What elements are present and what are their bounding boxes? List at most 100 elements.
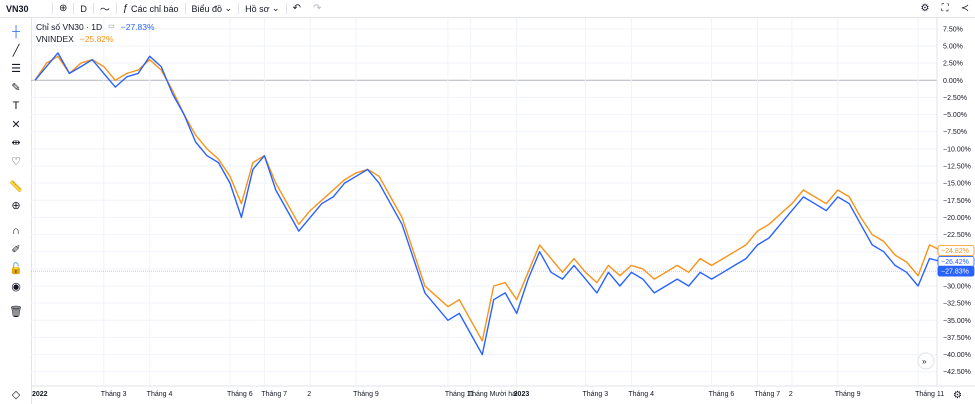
x-tick-label: Tháng 6 bbox=[227, 391, 253, 398]
x-tick-label: Tháng 11 bbox=[915, 391, 944, 398]
zoom-icon[interactable]: ⊕ bbox=[11, 200, 21, 212]
y-tick-label: −32.50% bbox=[943, 301, 971, 308]
legend-compare-name: VNINDEX bbox=[36, 34, 74, 44]
gear-icon[interactable]: ⚙ bbox=[953, 390, 962, 401]
legend-menu-icon[interactable]: ▭ bbox=[108, 23, 115, 30]
interval-button[interactable]: D bbox=[74, 0, 93, 17]
lock-icon[interactable]: 🔓 bbox=[9, 263, 23, 275]
profile-menu-button[interactable]: Hồ sơ ⌄ bbox=[239, 0, 285, 17]
drawing-toolbar: ┼ ╱ ☰ ✎ T ✕ ⇹ ♡ 📏 ⊕ ∩ ✐ 🔓 ◉ 🗑 ◇ bbox=[0, 18, 32, 404]
symbol-label: VN30 bbox=[6, 3, 29, 14]
profile-label: Hồ sơ bbox=[245, 3, 270, 14]
y-tick-label: −20.00% bbox=[943, 215, 971, 222]
compare-button[interactable]: ⊕ bbox=[53, 0, 73, 17]
scroll-right-icon[interactable]: » bbox=[922, 357, 927, 366]
x-tick-label: Tháng 11 bbox=[445, 391, 474, 398]
legend-row-main[interactable]: Chỉ số VN30 · 1D ▭ −27.83% bbox=[36, 21, 155, 33]
y-tick-label: −12.50% bbox=[943, 164, 971, 171]
divider bbox=[92, 3, 94, 14]
x-tick-label: 2 bbox=[307, 391, 311, 398]
x-tick-label: Tháng 9 bbox=[835, 391, 861, 398]
symbol-search-button[interactable]: VN30 bbox=[0, 0, 52, 17]
divider bbox=[115, 3, 117, 14]
y-tick-label: −17.50% bbox=[943, 198, 971, 205]
x-tick-label: Tháng 3 bbox=[101, 391, 127, 398]
price-chart[interactable]: 7.50% 5.00% 2.50% 0.00% −2.50% −5.00% −7.50% −1… bbox=[31, 18, 975, 404]
y-tick-label: −10.00% bbox=[943, 146, 971, 153]
trendline-icon[interactable]: ╱ bbox=[12, 45, 20, 57]
fib-icon[interactable]: ☰ bbox=[11, 63, 21, 75]
indicators-icon: ƒ bbox=[122, 3, 129, 14]
divider bbox=[73, 3, 75, 14]
y-tick-label: −35.00% bbox=[943, 318, 971, 325]
divider bbox=[184, 3, 186, 14]
prediction-icon[interactable]: ⇹ bbox=[11, 137, 21, 149]
share-icon[interactable]: ≺ bbox=[960, 3, 970, 14]
trash-icon[interactable]: 🗑 bbox=[9, 306, 23, 318]
magnet-icon[interactable]: ∩ bbox=[12, 225, 20, 237]
divider bbox=[52, 3, 53, 14]
x-tick-label: Tháng Mười hai bbox=[468, 391, 518, 398]
y-tick-label: −40.00% bbox=[943, 352, 971, 359]
y-tick-label: −22.50% bbox=[943, 232, 971, 239]
chevron-down-icon: ⌄ bbox=[272, 3, 280, 13]
line-style-icon: 〜 bbox=[99, 5, 110, 16]
x-tick-label: 2022 bbox=[32, 391, 48, 398]
plus-circle-icon: ⊕ bbox=[59, 3, 68, 14]
last-value-badge bbox=[937, 265, 975, 277]
y-tick-label: −2.50% bbox=[943, 95, 967, 102]
chart-menu-label: Biểu đồ bbox=[191, 3, 223, 14]
text-icon[interactable]: T bbox=[12, 100, 20, 112]
right-toolbar: ⚙ ⛶ ≺ bbox=[915, 0, 975, 17]
last-value-badge bbox=[937, 245, 975, 256]
y-tick-label: 2.50% bbox=[943, 61, 963, 68]
indicators-label: Các chỉ báo bbox=[130, 3, 179, 14]
y-tick-label: −30.00% bbox=[943, 284, 971, 291]
eye-icon[interactable]: ◉ bbox=[11, 281, 21, 293]
divider bbox=[285, 3, 287, 14]
y-tick-label: 0.00% bbox=[943, 78, 963, 85]
heart-icon[interactable]: ♡ bbox=[11, 156, 21, 168]
chart-style-button[interactable]: 〜 bbox=[94, 0, 116, 17]
y-tick-label: 5.00% bbox=[943, 44, 963, 51]
redo-icon: ↷ bbox=[312, 3, 322, 14]
x-tick-label: Tháng 7 bbox=[755, 391, 781, 398]
tradingview-logo-icon[interactable]: ◇ bbox=[11, 389, 21, 401]
x-tick-label: Tháng 4 bbox=[147, 391, 173, 398]
undo-icon: ↶ bbox=[292, 3, 301, 14]
brush-icon[interactable]: ✎ bbox=[11, 82, 21, 94]
y-tick-label: −15.00% bbox=[943, 181, 971, 188]
lock-drawing-icon[interactable]: ✐ bbox=[11, 244, 21, 256]
scroll-right-button[interactable] bbox=[917, 352, 935, 370]
x-tick-label: Tháng 4 bbox=[628, 391, 654, 398]
x-tick-label: 2023 bbox=[514, 391, 530, 398]
y-tick-label: −37.50% bbox=[943, 335, 971, 342]
interval-label: D bbox=[80, 3, 87, 14]
redo-button[interactable]: ↷ bbox=[307, 0, 327, 17]
pattern-icon[interactable]: ✕ bbox=[11, 119, 21, 131]
settings-icon[interactable]: ⚙ bbox=[920, 3, 930, 14]
last-value-label: −24.82% bbox=[941, 248, 969, 255]
fullscreen-icon[interactable]: ⛶ bbox=[941, 3, 949, 14]
x-tick-label: 2 bbox=[789, 391, 793, 398]
indicators-button[interactable]: ƒ Các chỉ báo bbox=[117, 0, 185, 17]
y-tick-label: 7.50% bbox=[943, 26, 963, 33]
x-tick-label: Tháng 3 bbox=[582, 391, 608, 398]
chart-legend: Chỉ số VN30 · 1D ▭ −27.83% VNINDEX −25.8… bbox=[36, 21, 155, 45]
y-tick-label: −7.50% bbox=[943, 129, 967, 136]
crosshair-icon[interactable]: ┼ bbox=[12, 26, 20, 38]
last-value-label: −27.83% bbox=[941, 269, 969, 276]
legend-compare-change: −25.82% bbox=[79, 34, 114, 44]
divider bbox=[238, 3, 240, 14]
legend-row-compare[interactable]: VNINDEX −25.82% bbox=[36, 33, 155, 45]
legend-main-name: Chỉ số VN30 · 1D bbox=[36, 22, 103, 32]
legend-main-change: −27.83% bbox=[120, 22, 155, 32]
chevron-down-icon: ⌄ bbox=[224, 3, 233, 13]
y-tick-label: −42.50% bbox=[943, 369, 971, 376]
chart-menu-button[interactable]: Biểu đồ ⌄ bbox=[186, 0, 239, 17]
undo-button[interactable]: ↶ bbox=[287, 0, 307, 17]
x-tick-label: Tháng 7 bbox=[261, 391, 287, 398]
last-value-label: −26.42% bbox=[941, 259, 969, 266]
ruler-icon[interactable]: 📏 bbox=[9, 181, 23, 193]
y-tick-label: −5.00% bbox=[943, 112, 967, 119]
